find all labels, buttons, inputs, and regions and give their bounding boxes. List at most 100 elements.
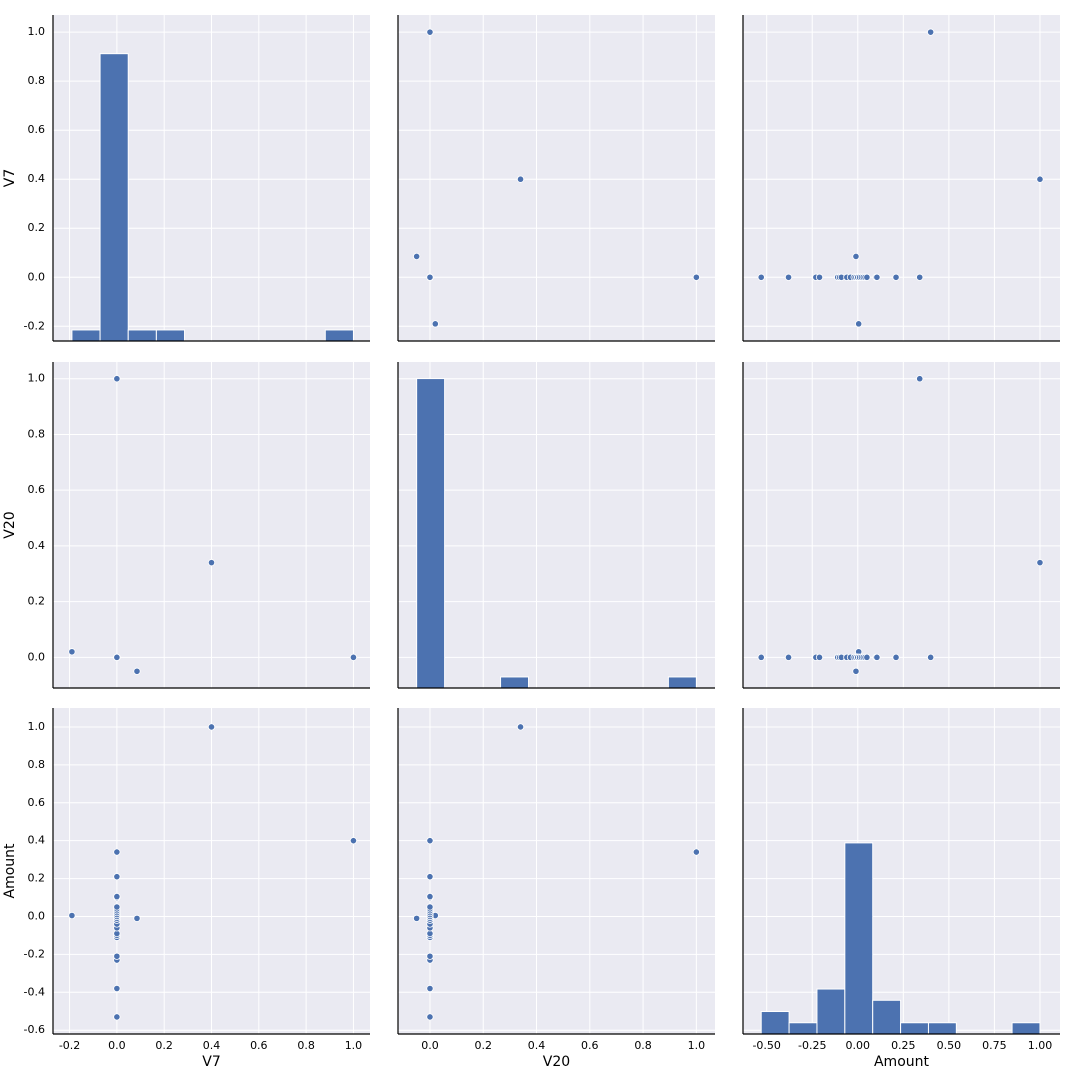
- scatter-point: [916, 273, 924, 281]
- scatter-point: [784, 653, 793, 661]
- x-tick-label: 1.0: [345, 1039, 363, 1052]
- panel-background: [398, 708, 715, 1034]
- y-tick-label: 0.0: [28, 909, 46, 922]
- scatter-point: [873, 653, 881, 661]
- x-tick-label: 0.8: [634, 1039, 652, 1052]
- scatter-point: [1036, 559, 1044, 567]
- scatter-point: [852, 252, 860, 261]
- scatter-point: [113, 903, 121, 911]
- y-tick-label: 0.6: [28, 123, 46, 136]
- y-tick-label: 0.8: [28, 74, 46, 87]
- scatter-point: [426, 892, 434, 901]
- scatter-point: [113, 952, 121, 960]
- scatter-point: [863, 273, 871, 281]
- scatter-point: [927, 28, 935, 36]
- x-tick-label: 0.75: [982, 1039, 1007, 1052]
- x-tick-label: 0.8: [297, 1039, 315, 1052]
- scatter-point: [426, 28, 434, 36]
- x-tick-label: 0.4: [528, 1039, 546, 1052]
- scatter-point: [133, 667, 141, 675]
- scatter-point: [784, 273, 793, 281]
- y-axis-label: V7: [2, 169, 18, 187]
- scatter-point: [207, 723, 216, 731]
- scatter-point: [426, 903, 434, 911]
- y-tick-label: 1.0: [28, 372, 46, 385]
- x-tick-label: 0.0: [421, 1039, 439, 1052]
- y-tick-label: -0.2: [24, 319, 45, 332]
- scatter-point: [692, 273, 700, 281]
- scatter-point: [413, 914, 421, 922]
- scatter-point: [431, 320, 439, 328]
- scatter-point: [892, 653, 900, 661]
- scatter-point: [516, 723, 525, 731]
- y-tick-label: 0.0: [28, 650, 46, 663]
- scatter-point: [68, 648, 76, 656]
- x-tick-label: 0.00: [846, 1039, 871, 1052]
- scatter-point: [426, 273, 434, 281]
- histogram-bar: [760, 1011, 790, 1035]
- x-axis-label: V20: [543, 1054, 570, 1070]
- y-tick-label: 0.0: [28, 270, 46, 283]
- scatter-point: [113, 892, 121, 901]
- scatter-point: [815, 273, 824, 281]
- histogram-bar: [788, 1022, 818, 1035]
- scatter-point: [426, 1013, 434, 1021]
- x-tick-label: 0.50: [937, 1039, 962, 1052]
- y-axis-label: Amount: [2, 843, 18, 899]
- histogram-bar: [500, 676, 530, 689]
- y-tick-label: 0.8: [28, 427, 46, 440]
- panel-background: [743, 708, 1060, 1034]
- x-tick-label: 0.25: [891, 1039, 916, 1052]
- scatter-point: [113, 1013, 121, 1021]
- y-tick-label: 0.2: [28, 872, 46, 885]
- scatter-point: [413, 252, 421, 261]
- x-tick-label: 1.0: [688, 1039, 706, 1052]
- scatter-point: [815, 653, 824, 661]
- histogram-bar: [155, 329, 186, 342]
- y-tick-label: 0.2: [28, 595, 46, 608]
- y-tick-label: -0.6: [24, 1023, 45, 1036]
- histogram-bar: [99, 53, 129, 342]
- x-tick-label: -0.25: [798, 1039, 826, 1052]
- y-tick-label: 0.4: [28, 539, 46, 552]
- y-tick-label: 0.4: [28, 834, 46, 847]
- histogram-bar: [927, 1022, 957, 1035]
- x-tick-label: 1.00: [1028, 1039, 1053, 1052]
- x-tick-label: 0.2: [155, 1039, 173, 1052]
- panel-background: [398, 15, 715, 341]
- scatter-point: [863, 653, 871, 661]
- scatter-point: [426, 873, 434, 881]
- y-tick-label: 0.4: [28, 172, 46, 185]
- y-tick-label: -0.4: [24, 985, 45, 998]
- scatter-point: [426, 952, 434, 960]
- histogram-bar: [416, 378, 446, 689]
- scatter-point: [757, 273, 765, 281]
- panel-background: [398, 362, 715, 688]
- x-tick-label: 0.6: [250, 1039, 268, 1052]
- panel-background: [743, 362, 1060, 688]
- scatter-point: [68, 911, 76, 920]
- x-tick-label: 0.2: [474, 1039, 492, 1052]
- scatter-point: [873, 273, 881, 281]
- x-tick-label: -0.50: [752, 1039, 780, 1052]
- scatter-point: [927, 653, 935, 661]
- scatter-point: [113, 984, 121, 993]
- y-axis-label: V20: [2, 511, 18, 538]
- scatter-point: [516, 175, 525, 183]
- scatter-point: [113, 848, 121, 856]
- scatter-point: [133, 914, 141, 922]
- scatter-point: [426, 837, 434, 845]
- scatter-point: [207, 559, 216, 567]
- scatter-point: [916, 375, 924, 383]
- y-tick-label: 0.2: [28, 221, 46, 234]
- x-axis-label: Amount: [874, 1054, 930, 1070]
- scatter-point: [426, 984, 434, 993]
- x-axis-label: V7: [202, 1054, 220, 1070]
- histogram-bar: [1011, 1022, 1041, 1035]
- y-tick-label: -0.2: [24, 947, 45, 960]
- scatter-point: [855, 320, 863, 328]
- scatter-point: [349, 653, 358, 661]
- histogram-bar: [71, 329, 101, 342]
